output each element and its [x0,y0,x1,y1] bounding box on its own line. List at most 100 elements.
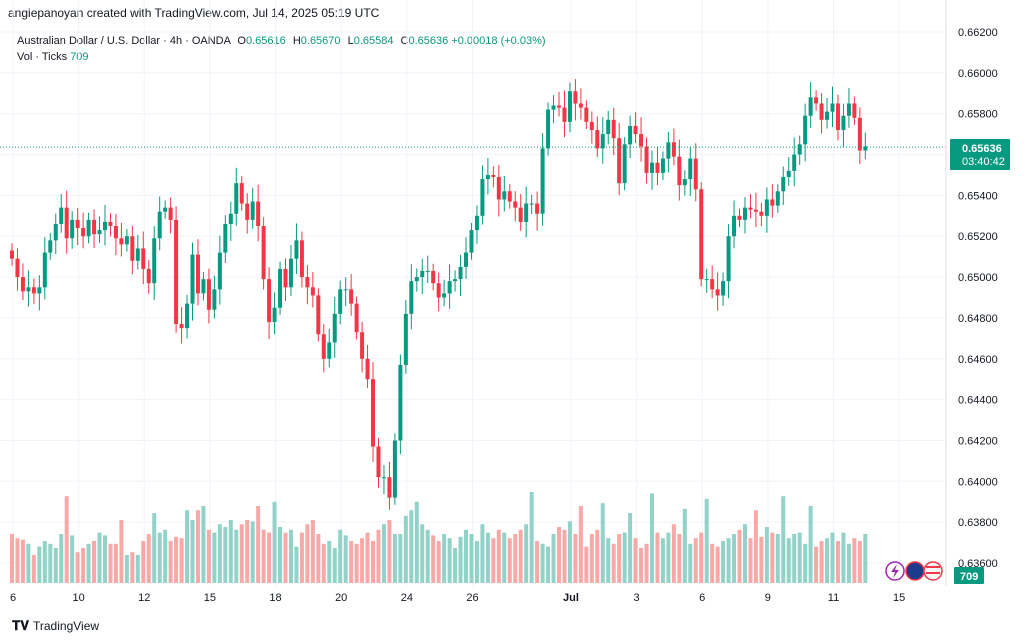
volume-bar [863,534,868,583]
volume-bar [721,541,726,583]
candle-body [245,203,250,220]
candle-body [409,281,414,314]
volume-bar [857,541,862,583]
candle-body [371,379,376,447]
volume-bar [195,510,200,583]
candle-body [168,207,173,220]
candle-body [759,211,764,216]
volume-bar [737,529,742,583]
volume-bars [10,492,868,583]
volume-bar [70,535,75,583]
candle-body [354,303,359,333]
open-label: O [237,35,246,47]
change-value: +0.00018 (+0.03%) [451,35,546,47]
volume-bar [841,532,846,583]
candle-body [360,332,365,359]
volume-bar [781,496,786,583]
volume-bar [20,539,25,583]
candle-body [267,279,272,323]
candle-body [343,289,348,291]
volume-bar [305,524,310,583]
time-tick-label: 11 [828,592,839,604]
symbol-name[interactable]: Australian Dollar / U.S. Dollar · 4h · O… [17,35,231,47]
volume-bar [469,534,474,583]
candle-body [825,111,830,120]
volume-bar [376,529,381,583]
candle-body [578,103,583,108]
volume-bar [496,529,501,583]
volume-bar [649,493,654,583]
australia-flag-icon [905,561,925,581]
volume-bar [431,535,436,583]
candle-body [535,203,540,214]
candle-body [261,226,266,280]
time-tick-label: Jul [563,592,579,604]
volume-bar [86,543,91,583]
volume-bar [146,534,151,583]
candle-body [37,287,42,294]
candle-body [485,174,490,180]
volume-bar [655,532,660,583]
candle-body [786,170,791,178]
candle-body [376,446,381,478]
candle-body [113,226,118,239]
volume-bar [819,541,824,583]
candle-body [710,279,715,290]
time-tick-label: 6 [10,592,16,604]
candle-body [392,440,397,498]
candle-body [732,215,737,237]
time-tick-label: 15 [893,592,905,604]
candle-body [234,183,239,214]
high-value: 0.65670 [300,35,341,47]
candle-body [20,277,25,292]
volume-bar [272,501,277,583]
volume-bar [507,538,512,583]
volume-bar [256,506,261,583]
volume-bar [633,538,638,583]
volume-bar [343,535,348,583]
low-label: L [347,35,354,47]
volume-badge [954,567,984,584]
candle-body [327,342,332,359]
event-icons[interactable] [885,561,943,581]
candle-body [48,240,53,253]
candle-body [737,215,742,220]
volume-bar [677,534,682,583]
candle-body [10,250,14,259]
volume-bar [283,532,288,583]
candle-body [622,144,627,184]
candle-body [748,207,753,210]
volume-bar [644,543,649,583]
candle-body [157,211,162,239]
price-tick-label: 0.63800 [958,517,998,529]
candle-body [294,240,299,259]
volume-bar [835,541,840,583]
candle-body [830,103,835,112]
candle-body [682,179,687,186]
close-label: C [400,35,409,47]
volume-bar [513,534,518,583]
candle-body [846,103,851,116]
candle-body [469,230,474,253]
candle-body [775,191,780,206]
candle-body [278,268,283,308]
candle-body [124,236,129,245]
candle-body [250,201,255,220]
volume-label[interactable]: Vol · Ticks [17,51,68,63]
candle-body [693,158,698,190]
volume-bar [381,524,386,583]
candle-body [42,252,47,288]
volume-bar [852,538,857,583]
volume-bar [557,527,561,583]
volume-bar [102,535,107,583]
volume-bar [551,534,556,583]
volume-bar [474,541,479,583]
candle-body [26,287,31,292]
volume-bar [803,543,808,583]
price-tick-label: 0.65800 [958,109,998,121]
last-price-badge [950,139,1010,170]
candle-body [387,477,392,498]
footer-brand[interactable]: 𝐓𝐕 TradingView [12,618,99,634]
volume-bar [288,529,293,583]
